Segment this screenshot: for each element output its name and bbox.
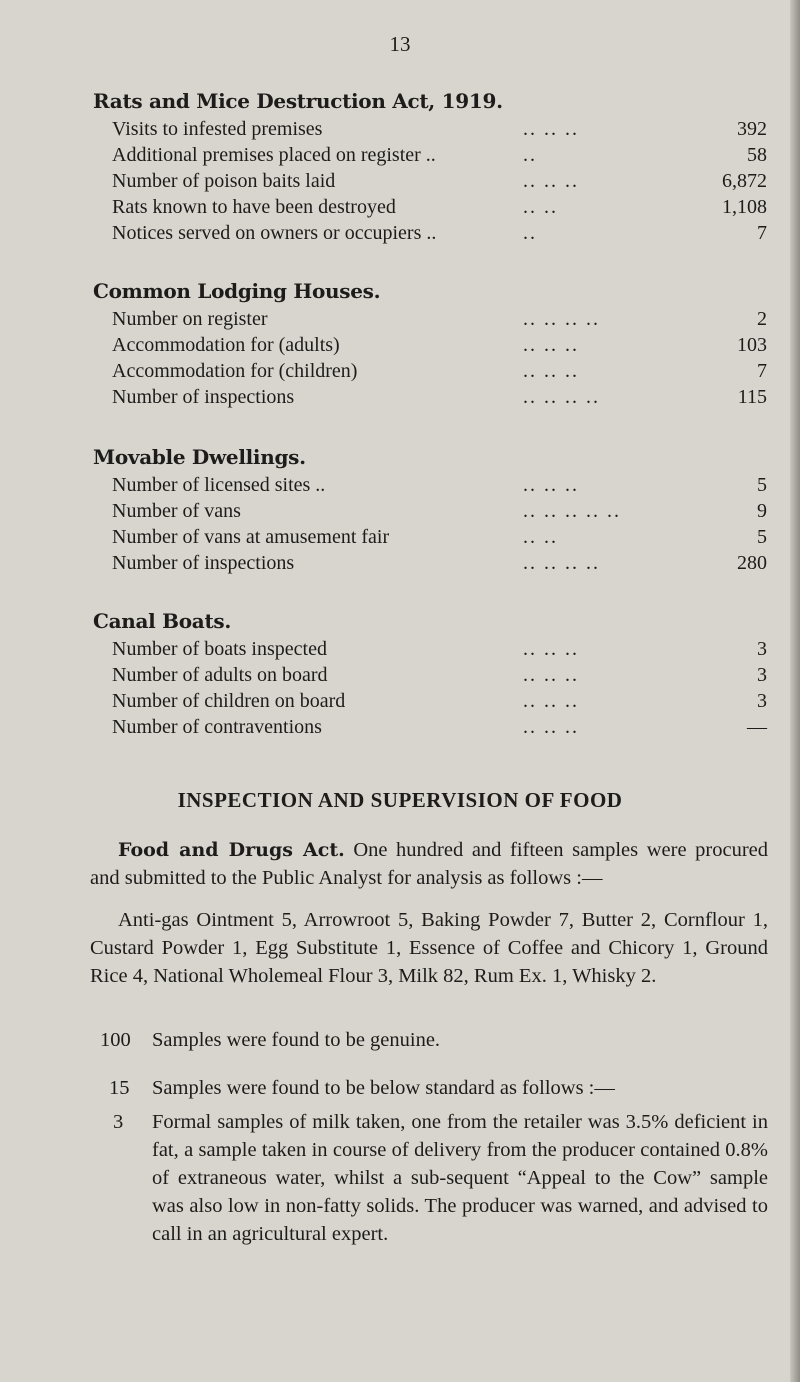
dot-leader: .. .. .. .. [523,386,600,408]
table-row: Number of licensed sites .. .. .. .. 5 [93,472,773,498]
dot-leader: .. .. .. [523,360,579,382]
table-row: Visits to infested premises .. .. .. 392 [93,116,773,142]
dot-leader: .. .. .. .. .. [523,500,621,522]
genuine-count: 100 [100,1029,131,1051]
row-label: Number of vans at amusement fair [112,526,390,548]
dot-leader: .. .. .. [523,664,579,686]
formal-text: Formal samples of milk taken, one from t… [152,1111,768,1245]
dot-leader: .. .. .. [523,690,579,712]
dot-leader: .. .. .. .. [523,308,600,330]
row-value: 2 [757,308,767,330]
row-label: Visits to infested premises [112,118,323,140]
row-value: 1,108 [722,196,767,218]
table-row: Accommodation for (adults) .. .. .. 103 [93,332,773,358]
table-row: Number of vans .. .. .. .. .. 9 [93,498,773,524]
row-label: Number of vans [112,500,241,522]
table-row: Additional premises placed on register .… [93,142,773,168]
food-intro-paragraph: Food and Drugs Act. One hundred and fift… [90,836,768,892]
row-value: 3 [757,664,767,686]
dot-leader: .. [523,222,537,244]
genuine-text: Samples were found to be genuine. [152,1029,441,1051]
row-label: Number of licensed sites .. [112,474,326,496]
table-row: Rats known to have been destroyed .. .. 1,… [93,194,773,220]
section: Movable Dwellings. Number of licensed sit… [93,442,773,576]
row-value: 7 [757,360,767,382]
table-row: Notices served on owners or occupiers ..… [93,220,773,246]
row-value: — [747,716,767,738]
dot-leader: .. .. .. .. [523,552,600,574]
row-label: Number of poison baits laid [112,170,336,192]
row-label: Accommodation for (adults) [112,334,340,356]
dot-leader: .. .. .. [523,474,579,496]
row-value: 6,872 [722,170,767,192]
intro-text: One hundred and fifteen samples were pro… [90,839,768,889]
section-title: Canal Boats. [93,609,232,633]
row-label: Number of boats inspected [112,638,327,660]
row-value: 3 [757,638,767,660]
row-value: 7 [757,222,767,244]
act-title: Food and Drugs Act. [118,839,345,861]
row-label: Number on register [112,308,268,330]
table-row: Number of vans at amusement fair .. .. 5 [93,524,773,550]
table-row: Number on register .. .. .. .. 2 [93,306,773,332]
row-label: Number of contraventions [112,716,322,738]
dot-leader: .. .. .. [523,334,579,356]
page-edge [790,0,800,1382]
formal-count: 3 [113,1111,124,1133]
below-count: 15 [109,1077,130,1099]
table-row: Number of contraventions .. .. .. — [93,714,773,740]
below-text: Samples were found to be below standard … [152,1077,615,1099]
table-row: Number of poison baits laid .. .. .. 6,872 [93,168,773,194]
section-title: Movable Dwellings. [93,445,306,469]
row-value: 103 [737,334,767,356]
table-row: Number of adults on board .. .. .. 3 [93,662,773,688]
row-value: 5 [757,526,767,548]
section-title: Common Lodging Houses. [93,279,381,303]
row-value: 115 [737,386,767,408]
row-label: Accommodation for (children) [112,360,358,382]
samples-list: Anti-gas Ointment 5, Arrowroot 5, Baking… [90,909,768,987]
dot-leader: .. .. [523,196,558,218]
row-value: 392 [737,118,767,140]
dot-leader: .. .. .. [523,118,579,140]
section-title: Rats and Mice Destruction Act, 1919. [93,89,503,113]
row-label: Additional premises placed on register .… [112,144,436,166]
section: Common Lodging Houses. Number on register… [93,276,773,410]
row-label: Notices served on owners or occupiers .. [112,222,437,244]
table-row: Number of inspections .. .. .. .. 280 [93,550,773,576]
row-value: 5 [757,474,767,496]
row-label: Number of inspections [112,552,295,574]
row-value: 9 [757,500,767,522]
food-heading: INSPECTION AND SUPERVISION OF FOOD [177,788,623,812]
row-value: 3 [757,690,767,712]
row-label: Number of inspections [112,386,295,408]
dot-leader: .. [523,144,537,166]
row-label: Rats known to have been destroyed [112,196,396,218]
section: Rats and Mice Destruction Act, 1919. Visi… [93,86,773,246]
dot-leader: .. .. .. [523,716,579,738]
table-row: Number of inspections .. .. .. .. 115 [93,384,773,410]
dot-leader: .. .. [523,526,558,548]
dot-leader: .. .. .. [523,638,579,660]
row-label: Number of children on board [112,690,346,712]
row-value: 58 [747,144,767,166]
page-number: 13 [389,32,411,56]
section: Canal Boats. Number of boats inspected .. … [93,606,773,740]
dot-leader: .. .. .. [523,170,579,192]
row-label: Number of adults on board [112,664,328,686]
table-row: Accommodation for (children) .. .. .. 7 [93,358,773,384]
row-value: 280 [737,552,767,574]
table-row: Number of boats inspected .. .. .. 3 [93,636,773,662]
table-row: Number of children on board .. .. .. 3 [93,688,773,714]
